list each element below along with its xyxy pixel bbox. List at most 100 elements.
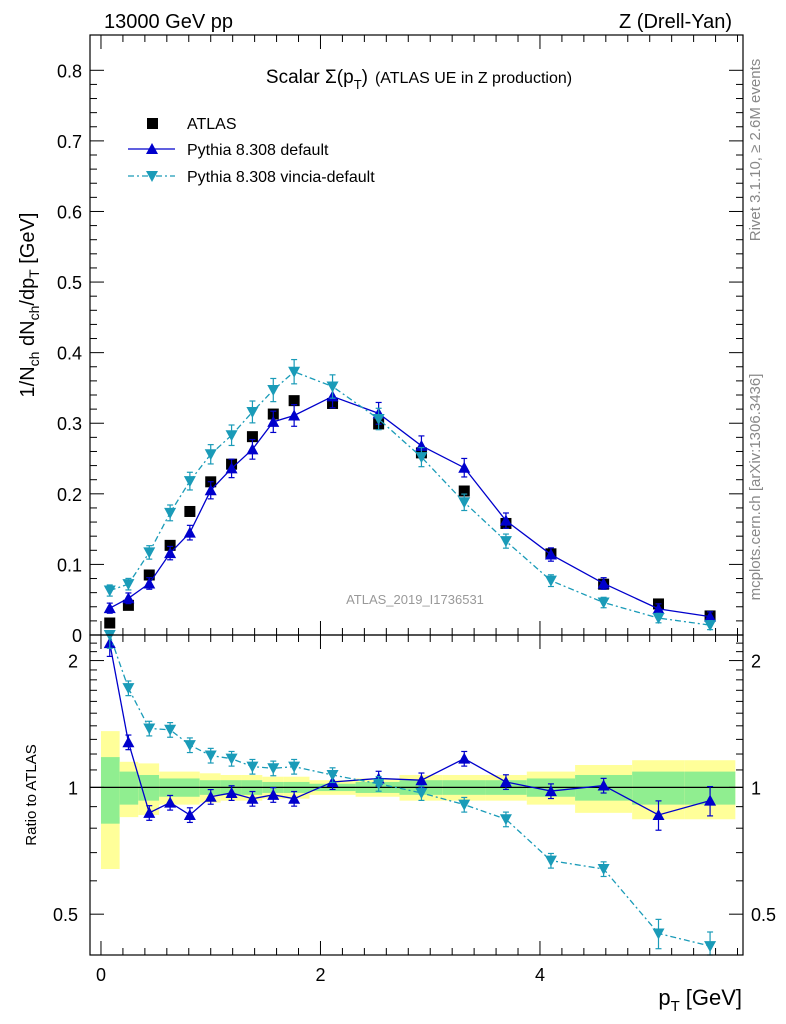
ratio-band-inner: [632, 771, 685, 805]
plot-title-sub: T: [354, 77, 362, 92]
series-point-2: [544, 575, 557, 587]
plot-title-close: ): [362, 67, 368, 88]
series-point-2: [288, 366, 301, 378]
series-point-1: [267, 415, 280, 427]
legend-label-atlas: ATLAS: [187, 116, 237, 133]
x-axis-title-main: p: [658, 985, 670, 1010]
ratio-point-1: [597, 779, 610, 791]
x-axis-title: pT [GeV]: [658, 985, 742, 1015]
legend: ATLAS Pythia 8.308 default Pythia 8.308 …: [128, 116, 375, 186]
ratio-point-1: [225, 786, 238, 798]
ratio-point-1: [288, 792, 301, 804]
ratio-frame: [89, 634, 744, 956]
ratio-point-2: [246, 761, 259, 773]
series-point-2: [458, 497, 471, 509]
y-tick-label: 0.3: [57, 414, 82, 434]
series-point-1: [544, 548, 557, 560]
x-tick-label: 2: [315, 965, 325, 985]
header-left-label: 13000 GeV pp: [104, 11, 233, 33]
ratio-tick-label-left: 0.5: [53, 905, 78, 925]
ratio-point-2: [326, 769, 339, 781]
y-tick-label: 0: [72, 626, 82, 646]
series-point-1: [246, 443, 259, 455]
series-point-1: [704, 610, 717, 622]
analysis-id-label: ATLAS_2019_I1736531: [346, 592, 484, 607]
series-point-0: [104, 617, 116, 629]
ratio-point-2: [225, 753, 238, 765]
series-point-1: [183, 526, 196, 538]
series-point-2: [652, 613, 665, 625]
y-tick-label: 0.7: [57, 132, 82, 152]
ratio-point-1: [164, 796, 177, 808]
series-point-2: [597, 597, 610, 609]
series-line-2: [109, 370, 711, 626]
ratio-point-2: [704, 941, 717, 953]
legend-marker-default: [146, 143, 158, 154]
series-point-2: [704, 620, 717, 632]
y-tick-label: 0.8: [57, 61, 82, 81]
ratio-point-2: [164, 724, 177, 736]
ratio-tick-label-right: 0.5: [751, 905, 776, 925]
series-point-0: [122, 599, 134, 611]
series-point-2: [204, 449, 217, 461]
ratio-point-1: [544, 785, 557, 797]
series-point-2: [225, 430, 238, 442]
ratio-point-2: [544, 855, 557, 867]
ratio-band-inner: [100, 757, 120, 824]
ratio-point-2: [458, 799, 471, 811]
series-line-1: [109, 395, 711, 618]
ratio-axes: 0.5 0.5 1 1 2 2 0 2 4: [53, 635, 776, 985]
x-axis-title-sub: T: [671, 998, 680, 1015]
series-point-2: [103, 585, 116, 597]
plot-title-rest: (ATLAS UE in Z production): [375, 70, 572, 87]
ratio-tick-label-right: 2: [751, 652, 761, 672]
series-point-0: [184, 505, 196, 517]
ratio-point-2: [652, 928, 665, 940]
ratio-point-2: [122, 683, 135, 695]
series-point-0: [246, 431, 258, 443]
series-point-2: [122, 579, 135, 591]
ratio-point-2: [288, 761, 301, 773]
y-tick-label: 0.1: [57, 555, 82, 575]
series-point-2: [372, 414, 385, 425]
plot-title-main: Scalar Σ(p: [266, 67, 354, 88]
ratio-point-1: [183, 808, 196, 820]
series-point-0: [288, 395, 300, 407]
ratio-point-1: [122, 736, 135, 748]
ratio-point-1: [415, 774, 428, 786]
ratio-point-2: [204, 750, 217, 762]
legend-marker-vincia: [146, 171, 158, 182]
ratio-point-2: [267, 763, 280, 775]
series-point-1: [288, 409, 301, 421]
ratio-point-1: [704, 794, 717, 806]
series-point-0: [164, 539, 176, 551]
series-point-2: [326, 381, 339, 393]
ratio-tick-label-left: 2: [68, 652, 78, 672]
main-axes: 0 0.1 0.2 0.3 0.4 0.5 0.6 0.7 0.8: [57, 35, 743, 646]
x-tick-label: 4: [535, 965, 545, 985]
ratio-series: [103, 630, 717, 956]
ratio-band-inner: [119, 771, 139, 805]
ratio-point-1: [652, 808, 665, 820]
series-point-1: [458, 461, 471, 473]
ratio-tick-label-right: 1: [751, 778, 761, 798]
ratio-point-1: [458, 752, 471, 764]
series-point-1: [103, 602, 116, 614]
series-point-2: [143, 547, 156, 559]
ratio-point-2: [183, 740, 196, 752]
y-tick-label: 0.6: [57, 202, 82, 222]
series-point-1: [225, 462, 238, 474]
series-point-1: [164, 547, 177, 559]
series-point-1: [143, 577, 156, 589]
series-point-2: [415, 452, 428, 464]
ratio-point-2: [415, 787, 428, 799]
ratio-point-1: [143, 806, 156, 818]
ratio-point-1: [267, 788, 280, 800]
ratio-y-axis-title: Ratio to ATLAS: [23, 744, 40, 845]
legend-marker-atlas: [147, 118, 158, 129]
y-axis-title: 1/Nch dNch/dpT [GeV]: [17, 213, 42, 398]
rivet-version-label: Rivet 3.1.10, ≥ 2.6M events: [747, 59, 764, 242]
mcplots-label: mcplots.cern.ch [arXiv:1306.3436]: [747, 374, 764, 601]
series-point-1: [499, 514, 512, 526]
